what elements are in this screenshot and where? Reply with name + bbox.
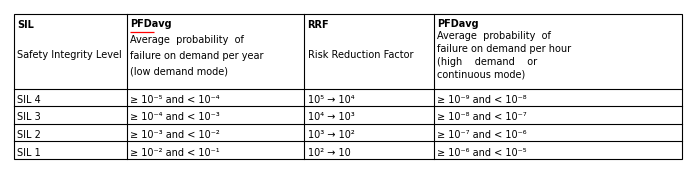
Text: Risk Reduction Factor: Risk Reduction Factor xyxy=(308,50,413,60)
Text: SIL 3: SIL 3 xyxy=(17,112,41,122)
Text: ≥ 10⁻³ and < 10⁻²: ≥ 10⁻³ and < 10⁻² xyxy=(130,130,220,140)
Text: ≥ 10⁻⁹ and < 10⁻⁸: ≥ 10⁻⁹ and < 10⁻⁸ xyxy=(437,95,527,105)
Text: SIL 2: SIL 2 xyxy=(17,130,41,140)
Text: ≥ 10⁻⁴ and < 10⁻³: ≥ 10⁻⁴ and < 10⁻³ xyxy=(130,112,220,122)
Text: ≥ 10⁻⁸ and < 10⁻⁷: ≥ 10⁻⁸ and < 10⁻⁷ xyxy=(437,112,527,122)
Text: Safety Integrity Level: Safety Integrity Level xyxy=(17,50,122,60)
Text: failure on demand per hour: failure on demand per hour xyxy=(437,44,571,54)
Text: Average  probability  of: Average probability of xyxy=(130,35,244,45)
Text: continuous mode): continuous mode) xyxy=(437,70,525,80)
Text: 10⁴ → 10³: 10⁴ → 10³ xyxy=(308,112,354,122)
Text: SIL 1: SIL 1 xyxy=(17,148,41,158)
Text: ≥ 10⁻⁵ and < 10⁻⁴: ≥ 10⁻⁵ and < 10⁻⁴ xyxy=(130,95,220,105)
Text: (high    demand    or: (high demand or xyxy=(437,57,537,67)
Text: 10⁵ → 10⁴: 10⁵ → 10⁴ xyxy=(308,95,354,105)
Text: PFDavg: PFDavg xyxy=(130,19,172,29)
Bar xyxy=(14,14,682,159)
Text: 10² → 10: 10² → 10 xyxy=(308,148,350,158)
Text: SIL: SIL xyxy=(17,20,34,30)
Text: SIL 4: SIL 4 xyxy=(17,95,41,105)
Text: RRF: RRF xyxy=(308,20,329,30)
Text: ≥ 10⁻⁶ and < 10⁻⁵: ≥ 10⁻⁶ and < 10⁻⁵ xyxy=(437,148,527,158)
Text: Average  probability  of: Average probability of xyxy=(437,31,551,42)
Text: ≥ 10⁻⁷ and < 10⁻⁶: ≥ 10⁻⁷ and < 10⁻⁶ xyxy=(437,130,527,140)
Text: ≥ 10⁻² and < 10⁻¹: ≥ 10⁻² and < 10⁻¹ xyxy=(130,148,220,158)
Text: failure on demand per year: failure on demand per year xyxy=(130,51,264,61)
Text: 10³ → 10²: 10³ → 10² xyxy=(308,130,354,140)
Text: PFDavg: PFDavg xyxy=(437,19,479,29)
Text: (low demand mode): (low demand mode) xyxy=(130,66,228,76)
